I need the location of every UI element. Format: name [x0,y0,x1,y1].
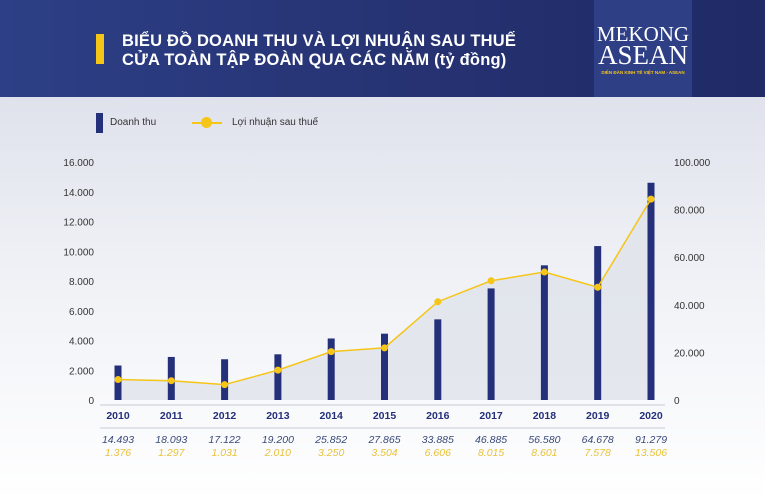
chart-title-line1: BIỂU ĐỒ DOANH THU VÀ LỢI NHUẬN SAU THUẾ [122,32,517,50]
profit-point [540,268,548,276]
legend-revenue: Doanh thu [110,117,157,128]
revenue-value-label: 33.885 [422,434,454,446]
revenue-bar [221,359,229,400]
year-label: 2013 [266,410,290,422]
profit-value-label: 8.601 [531,447,557,459]
profit-value-label: 7.578 [585,447,611,459]
revenue-value-label: 18.093 [155,434,187,446]
profit-area [118,199,651,400]
revenue-bar [327,338,335,400]
revenue-value-label: 46.885 [475,434,507,446]
left-axis-tick: 0 [88,396,94,407]
left-axis-tick: 16.000 [63,158,94,169]
year-label: 2019 [586,410,610,422]
legend-bar-swatch [96,113,103,133]
year-label: 2014 [320,410,344,422]
right-axis-tick: 60.000 [674,253,705,264]
left-axis-tick: 6.000 [69,307,94,318]
profit-value-label: 13.506 [635,447,667,459]
year-label: 2017 [479,410,503,422]
right-axis-tick: 40.000 [674,301,705,312]
year-label: 2018 [533,410,557,422]
left-axis-tick: 4.000 [69,337,94,348]
profit-point [274,366,282,374]
profit-point [434,298,442,306]
profit-value-label: 8.015 [478,447,504,459]
profit-point [487,277,495,285]
profit-value-label: 3.504 [371,447,397,459]
revenue-bar [540,265,548,400]
right-axis-tick: 80.000 [674,206,705,217]
revenue-value-label: 19.200 [262,434,294,446]
revenue-value-label: 91.279 [635,434,667,446]
left-axis-tick: 10.000 [63,247,94,258]
revenue-value-label: 14.493 [102,434,134,446]
left-axis-tick: 8.000 [69,277,94,288]
profit-value-label: 2.010 [264,447,291,459]
logo-tagline: DIỄN ĐÀN KINH TẾ VIỆT NAM - ASEAN [601,70,685,75]
logo-line1: MEKONG [596,22,690,46]
revenue-bar [647,182,655,400]
profit-point [114,376,122,384]
revenue-value-label: 25.852 [314,434,347,446]
year-label: 2016 [426,410,450,422]
profit-point [594,283,602,291]
revenue-bar [434,319,442,400]
revenue-value-label: 17.122 [209,434,241,446]
year-label: 2012 [213,410,237,422]
profit-point [647,195,655,203]
title-accent-bar [96,34,104,64]
right-axis-tick: 20.000 [674,348,705,359]
logo-line2: ASEAN [597,40,688,70]
year-label: 2011 [160,410,183,422]
profit-value-label: 6.606 [425,447,451,459]
profit-point [327,348,335,356]
revenue-value-label: 27.865 [367,434,400,446]
revenue-bar [381,333,388,400]
revenue-value-label: 56.580 [528,434,560,446]
revenue-bar [487,288,495,400]
profit-point [221,381,229,389]
legend-line-marker [201,117,212,128]
left-axis-tick: 12.000 [63,218,94,229]
year-label: 2015 [373,410,397,422]
profit-value-label: 1.376 [105,447,131,459]
profit-value-label: 1.297 [158,447,185,459]
revenue-bar [594,246,602,400]
revenue-bar [274,354,282,400]
left-axis-tick: 2.000 [69,366,94,377]
profit-value-label: 3.250 [318,447,344,459]
left-axis-tick: 14.000 [63,188,94,199]
profit-point [167,377,175,385]
revenue-value-label: 64.678 [582,434,614,446]
profit-value-label: 1.031 [211,447,237,459]
year-label: 2020 [639,410,663,422]
right-axis-tick: 0 [674,396,680,407]
year-label: 2010 [106,410,130,422]
right-axis-tick: 100.000 [674,158,711,169]
header: BIỂU ĐỒ DOANH THU VÀ LỢI NHUẬN SAU THUẾ … [0,0,765,97]
legend-profit: Lợi nhuận sau thuế [232,117,319,128]
profit-point [381,344,388,352]
mekong-asean-logo: MEKONG ASEAN DIỄN ĐÀN KINH TẾ VIỆT NAM -… [594,0,692,97]
chart-title-line2: CỬA TOÀN TẬP ĐOÀN QUA CÁC NĂM (tỷ đồng) [122,51,507,69]
